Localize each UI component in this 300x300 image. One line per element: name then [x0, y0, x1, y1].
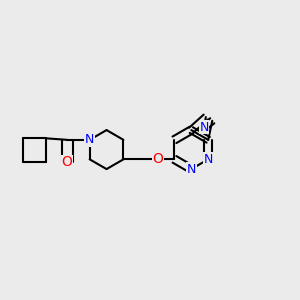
Text: O: O: [62, 155, 73, 169]
Text: N: N: [203, 153, 213, 166]
Text: O: O: [152, 152, 164, 166]
Text: N: N: [187, 163, 196, 176]
Text: N: N: [85, 133, 94, 146]
Text: N: N: [200, 121, 209, 134]
